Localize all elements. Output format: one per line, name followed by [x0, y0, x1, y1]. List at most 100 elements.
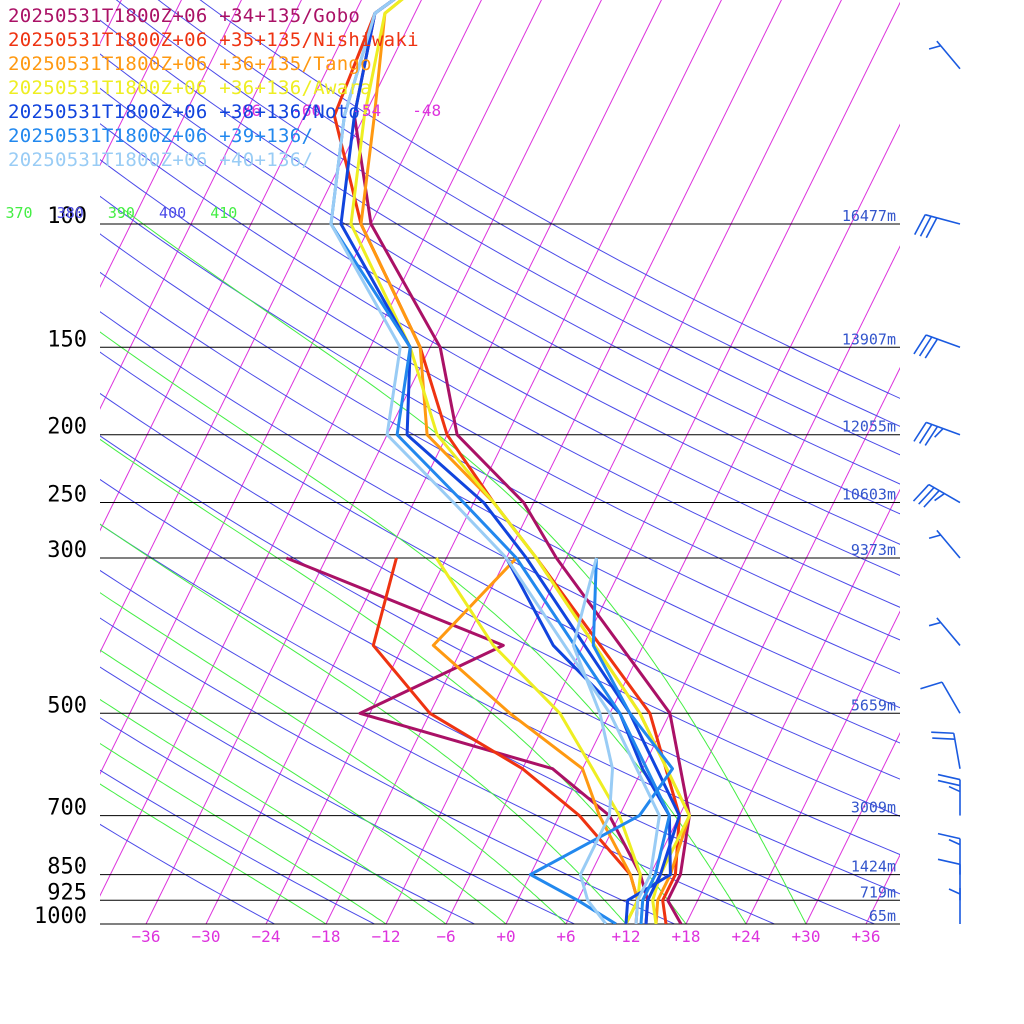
wind-barb: [948, 888, 961, 924]
isotherm-line: [505, 123, 900, 924]
legend-entry: 20250531T1800Z+06 +38+136/Noto: [8, 101, 361, 123]
isotherm-line: [565, 245, 900, 924]
dry-adiabat-line: [100, 569, 776, 924]
temperature-tick-label: −6: [436, 927, 455, 946]
wind-barb: [937, 773, 961, 816]
temperature-tick-label: −18: [312, 927, 341, 946]
dry-adiabat-line: [100, 19, 900, 485]
moist-adiabat-line: [100, 698, 447, 924]
dry-adiabat-line: [100, 233, 900, 674]
dry-adiabat-line: [100, 617, 676, 924]
wind-barb: [913, 421, 961, 446]
pressure-tick-label: 150: [47, 327, 87, 352]
isotherm-line: [100, 0, 302, 410]
height-label: 5659m: [851, 696, 896, 714]
dry-adiabat-line: [100, 123, 900, 576]
pressure-tick-label: 200: [47, 415, 87, 440]
dewpoint-line-5: [528, 557, 674, 924]
wind-barb-feather: [913, 334, 927, 355]
wind-barb: [931, 731, 961, 769]
pressure-tick-label: 500: [47, 693, 87, 718]
isotherm-line: [685, 488, 900, 924]
wind-barb-feather: [912, 484, 930, 502]
temperature-tick-label: +24: [732, 927, 761, 946]
dry-adiabat-line: [157, 0, 900, 427]
theta-label: 410: [210, 204, 237, 222]
legend-entry: 20250531T1800Z+06 +39+136/: [8, 125, 314, 147]
isotherm-line: [145, 0, 602, 924]
dewpoint-line-4: [505, 557, 672, 924]
dry-adiabat-line: [100, 351, 900, 780]
dry-adiabat-grid: [100, 0, 900, 924]
wind-barb: [928, 617, 961, 646]
isotherm-line: [100, 0, 482, 775]
wind-barb-feather: [937, 858, 961, 866]
isotherm-line: [100, 0, 422, 654]
wind-barb-feather: [925, 217, 938, 239]
dry-adiabat-line: [100, 311, 900, 744]
wind-barb-feather: [948, 888, 961, 895]
dry-adiabat-line: [199, 0, 900, 399]
wind-barb: [937, 858, 961, 901]
isotherm-line: [445, 1, 900, 924]
wind-barb-feather: [918, 336, 933, 357]
isotherm-line: [325, 0, 782, 924]
moist-adiabat-line: [100, 783, 327, 924]
dry-adiabat-line: [100, 195, 900, 641]
wind-barb: [920, 681, 961, 714]
wind-barb-feather: [919, 215, 932, 237]
wind-barb-feather: [923, 490, 940, 508]
height-label: 10603m: [842, 486, 896, 504]
temperature-line-4: [339, 0, 681, 924]
wind-barb-feather: [928, 534, 941, 540]
temperature-tick-label: −36: [132, 927, 161, 946]
wind-barb-feather: [931, 731, 954, 735]
moist-adiabat-line: [121, 207, 807, 924]
theta-label: 390: [108, 204, 135, 222]
height-label: 3009m: [851, 799, 896, 817]
wind-barb-feather: [932, 737, 955, 740]
dewpoint-line-6: [571, 557, 614, 924]
temperature-tick-label: +18: [672, 927, 701, 946]
dry-adiabat-line: [100, 717, 476, 924]
upper-isotherm-label: -66: [232, 101, 261, 120]
moist-adiabat-line: [100, 743, 387, 924]
wind-barb-feather: [934, 492, 945, 502]
theta-label: 400: [159, 204, 186, 222]
wind-barb: [937, 832, 961, 875]
legend-entry: 20250531T1800Z+06 +36+135/Tango: [8, 53, 372, 75]
temperature-tick-label: −30: [192, 927, 221, 946]
isotherm-line: [100, 0, 182, 167]
wind-barb: [913, 334, 961, 359]
wind-barb-feather: [948, 838, 961, 846]
isotherm-line: [100, 0, 542, 897]
pressure-tick-label: 250: [47, 483, 87, 508]
dry-adiabat-line: [100, 87, 900, 545]
theta-label: 370: [6, 204, 33, 222]
dry-adiabat-line: [100, 271, 900, 709]
wind-barb-feather: [913, 214, 926, 236]
temperature-tick-label: +12: [612, 927, 641, 946]
wind-barb-feather: [934, 428, 944, 438]
pressure-tick-label: 100: [47, 204, 87, 229]
dry-adiabat-line: [100, 435, 900, 856]
temperature-tick-label: −12: [372, 927, 401, 946]
wind-barb-feather: [937, 832, 961, 840]
isobar-grid: [100, 223, 900, 925]
sounding-series: [285, 0, 691, 924]
pressure-tick-label: 700: [47, 796, 87, 821]
legend-entry: 20250531T1800Z+06 +35+135/Nishiwaki: [8, 29, 419, 51]
wind-barb-feather: [928, 44, 941, 50]
dry-adiabat-line: [100, 159, 900, 608]
temperature-tick-label: +6: [556, 927, 575, 946]
wind-barb: [912, 483, 961, 508]
isotherm-line: [625, 366, 900, 924]
temperature-tick-label: +0: [496, 927, 515, 946]
isotherm-line: [385, 0, 842, 924]
legend: 20250531T1800Z+06 +34+135/Gobo 20250531T1…: [8, 4, 419, 172]
pressure-tick-label: 1000: [34, 904, 87, 929]
height-label: 65m: [869, 907, 896, 925]
wind-barb-feather: [913, 421, 927, 442]
